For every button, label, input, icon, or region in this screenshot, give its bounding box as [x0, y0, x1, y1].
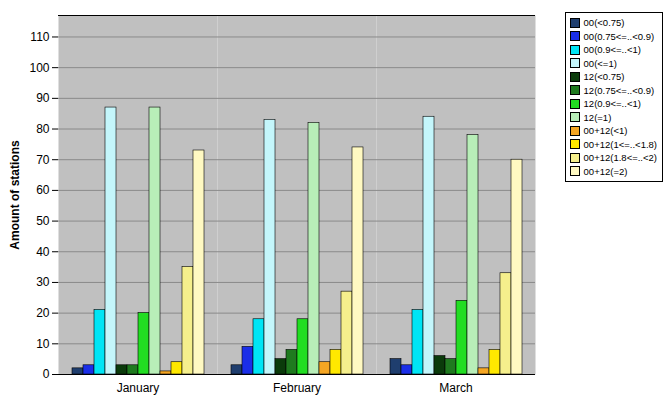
html-text:00(0.75<=..<0.9): 00(0.75<=..<0.9)	[583, 30, 655, 42]
html-text:00+12(1.8<=..<2): 00+12(1.8<=..<2)	[583, 152, 657, 163]
html-text:12(<0.75): 12(<0.75)	[583, 71, 625, 82]
html-text:00(<0.75): 00(<0.75)	[583, 17, 625, 28]
svg-text:90: 90	[36, 91, 50, 105]
svg-text:70: 70	[36, 153, 50, 167]
html-text:12(=1): 12(=1)	[583, 111, 612, 123]
svg-text:0: 0	[43, 367, 50, 381]
html-text:12(0.9<=..<1): 12(0.9<=..<1)	[583, 98, 641, 109]
html-text:00+12(<1): 00+12(<1)	[583, 125, 628, 136]
html-text:12(0.75<=..<0.9): 12(0.75<=..<0.9)	[583, 84, 655, 96]
html-text:00(0.9<=..<1): 00(0.9<=..<1)	[583, 44, 641, 55]
svg-text:80: 80	[36, 122, 50, 136]
svg-text:60: 60	[36, 183, 50, 197]
html-text:00(<=1): 00(<=1)	[583, 57, 617, 69]
svg-text:10: 10	[36, 337, 50, 351]
svg-text:February: February	[273, 381, 321, 395]
svg-text:40: 40	[36, 245, 50, 259]
svg-text:Amount of stations: Amount of stations	[8, 140, 22, 250]
svg-text:January: January	[117, 381, 160, 395]
svg-text:20: 20	[36, 306, 50, 320]
svg-text:March: March	[439, 381, 472, 395]
svg-text:110: 110	[30, 30, 49, 44]
svg-text:50: 50	[36, 214, 50, 228]
html-text:00+12(1<=..<1.8): 00+12(1<=..<1.8)	[583, 138, 657, 150]
html-text:00+12(=2): 00+12(=2)	[583, 165, 628, 177]
svg-text:30: 30	[36, 275, 50, 289]
svg-text:100: 100	[29, 61, 49, 75]
